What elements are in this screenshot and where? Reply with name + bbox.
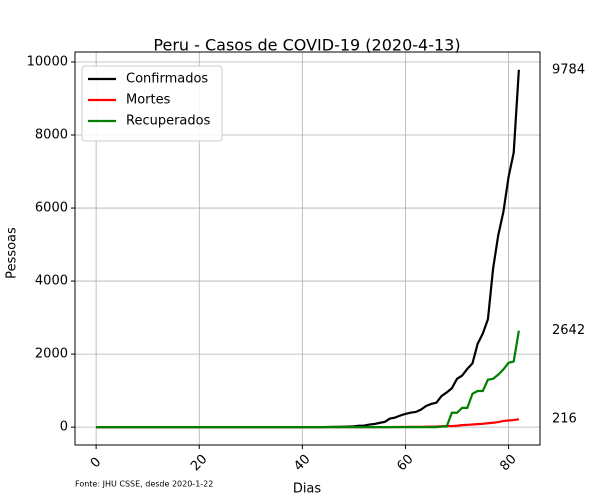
y-tick-label: 2000 [35, 347, 68, 362]
y-axis-label: Pessoas [5, 227, 20, 279]
legend-box [81, 65, 223, 142]
x-tick-label: 60 [394, 452, 416, 474]
y-tick-label: 0 [60, 420, 68, 435]
data-line [96, 330, 520, 429]
legend-label: Mortes [126, 93, 171, 108]
legend-label: Recuperados [126, 114, 211, 129]
end-label: 216 [552, 412, 577, 427]
plot-frame [74, 51, 541, 446]
y-tick-label: 10000 [27, 54, 68, 69]
footnote: Fonte: JHU CSSE, desde 2020-1-22 [75, 480, 213, 489]
x-tick-label: 20 [188, 452, 210, 474]
x-tick-label: 40 [291, 452, 313, 474]
x-tick-label: 80 [497, 452, 519, 474]
y-tick-label: 4000 [35, 274, 68, 289]
x-tick-label: 0 [88, 455, 104, 471]
y-tick-label: 8000 [35, 128, 68, 143]
y-tick-label: 6000 [35, 201, 68, 216]
data-line [96, 418, 520, 429]
x-axis-label: Dias [293, 482, 322, 497]
chart-title: Peru - Casos de COVID-19 (2020-4-13) [153, 36, 460, 55]
legend-label: Confirmados [126, 72, 208, 87]
end-label: 9784 [552, 62, 585, 77]
end-label: 2642 [552, 323, 585, 338]
